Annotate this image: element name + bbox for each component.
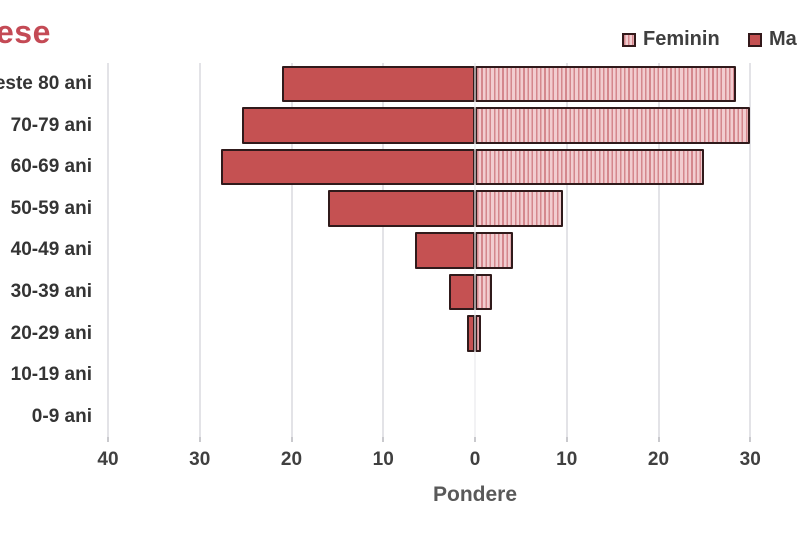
y-axis-label: 30-39 ani bbox=[10, 281, 92, 302]
axis-tick bbox=[474, 437, 476, 442]
gridline bbox=[107, 63, 109, 437]
x-tick-label: 10 bbox=[556, 449, 578, 470]
x-tick-label: 0 bbox=[469, 449, 481, 470]
y-axis-label: 10-19 ani bbox=[10, 364, 92, 386]
masculin-bar bbox=[282, 65, 475, 103]
axis-tick bbox=[565, 437, 568, 442]
gridline bbox=[382, 63, 385, 437]
x-tick-label: 20 bbox=[647, 449, 670, 470]
x-axis-title: Pondere bbox=[432, 483, 518, 506]
gridline bbox=[290, 63, 293, 437]
y-axis-label: 50-59 ani bbox=[10, 197, 92, 219]
legend: Feminin Ma bbox=[0, 28, 800, 52]
masculin-swatch-icon bbox=[748, 32, 762, 47]
masculin-bar bbox=[220, 148, 475, 186]
y-axis-label: 20-29 ani bbox=[10, 322, 92, 344]
y-axis-label: 40-49 ani bbox=[10, 239, 92, 261]
y-axis-label: 0-9 ani bbox=[31, 405, 92, 427]
gridline bbox=[749, 63, 752, 437]
feminin-swatch-icon bbox=[622, 32, 636, 47]
axis-tick bbox=[382, 437, 385, 442]
feminin-bar bbox=[475, 232, 513, 269]
legend-item-feminin: Feminin bbox=[622, 28, 720, 51]
feminin-bar bbox=[475, 107, 751, 144]
axis-tick bbox=[749, 437, 752, 442]
legend-label-masculin: Ma bbox=[769, 28, 797, 50]
masculin-bar bbox=[328, 190, 475, 227]
feminin-bar bbox=[475, 273, 493, 311]
axis-tick bbox=[198, 437, 201, 442]
masculin-bar bbox=[449, 273, 475, 311]
x-tick-label: 30 bbox=[189, 449, 211, 470]
masculin-bar bbox=[415, 232, 475, 269]
gridline bbox=[198, 63, 201, 437]
gridline bbox=[565, 63, 568, 437]
masculin-bar bbox=[466, 315, 475, 352]
feminin-bar bbox=[475, 148, 705, 186]
y-axis-label: este 80 ani bbox=[0, 73, 92, 94]
x-tick-label: 40 bbox=[97, 449, 119, 470]
x-tick-label: 30 bbox=[739, 449, 761, 470]
y-axis-label: 70-79 ani bbox=[10, 114, 92, 136]
x-tick-label: 10 bbox=[372, 449, 394, 470]
gridline bbox=[657, 63, 660, 437]
zero-axis-line bbox=[474, 63, 476, 437]
y-axis-label: 60-69 ani bbox=[10, 156, 92, 178]
chart-title: ese bbox=[0, 14, 51, 50]
axis-tick bbox=[657, 437, 660, 442]
feminin-bar bbox=[475, 190, 564, 227]
axis-tick bbox=[107, 437, 109, 442]
x-tick-label: 20 bbox=[280, 449, 303, 470]
masculin-bar bbox=[241, 107, 475, 144]
legend-label-feminin: Feminin bbox=[643, 28, 720, 50]
legend-item-masculin: Ma bbox=[748, 28, 797, 51]
feminin-bar bbox=[475, 65, 737, 103]
axis-tick bbox=[290, 437, 293, 442]
feminin-bar bbox=[475, 315, 482, 352]
